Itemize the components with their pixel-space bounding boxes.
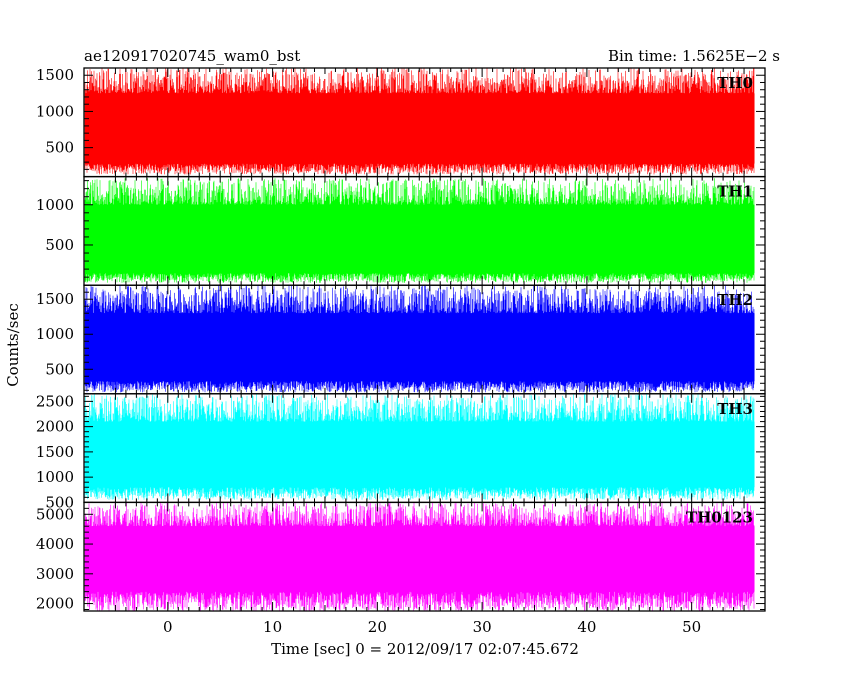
panel-th0: 500 1000 1500 TH0 (36, 66, 766, 178)
series-line-th0123 (84, 502, 755, 611)
y-tick-label: 500 (45, 360, 74, 378)
y-tick-label: 1000 (36, 468, 74, 486)
series-line-th3 (84, 393, 755, 500)
y-tick-label: 500 (45, 493, 74, 511)
y-tick-label: 500 (45, 139, 74, 157)
y-tick-label: 2500 (36, 392, 74, 410)
panel-th0123: 2000 3000 4000 5000 TH0123 (36, 501, 766, 613)
y-tick-label: 2000 (36, 418, 74, 436)
panel-label-th0: TH0 (717, 74, 753, 92)
series-line-th1 (84, 178, 755, 283)
y-tick-label: 1000 (36, 325, 74, 343)
y-tick-label: 1000 (36, 102, 74, 120)
x-tick-label: 0 (163, 618, 173, 636)
y-tick-label: 500 (45, 236, 74, 254)
y-tick-label: 3000 (36, 565, 74, 583)
x-tick-label: 10 (263, 618, 282, 636)
x-tick-label: 30 (473, 618, 492, 636)
chart-title-right: Bin time: 1.5625E−2 s (608, 47, 780, 65)
panel-th3: 500 1000 1500 2000 2500 TH3 (36, 392, 766, 511)
panel-label-th1: TH1 (717, 183, 753, 201)
x-axis: 0 10 20 30 40 50 (163, 618, 701, 636)
y-tick-label: 1500 (36, 290, 74, 308)
panel-th1: 500 1000 TH1 (36, 175, 766, 286)
y-tick-label: 5000 (36, 505, 74, 523)
panel-label-th2: TH2 (717, 291, 753, 309)
y-tick-label: 1000 (36, 196, 74, 214)
y-tick-label: 1500 (36, 443, 74, 461)
series-line-th0 (84, 68, 755, 175)
x-tick-label: 40 (577, 618, 596, 636)
y-axis-label: Counts/sec (4, 303, 22, 387)
panel-frame (83, 501, 766, 612)
x-tick-label: 20 (368, 618, 387, 636)
chart-title-left: ae120917020745_wam0_bst (84, 47, 300, 65)
x-axis-label: Time [sec] 0 = 2012/09/17 02:07:45.672 (271, 640, 579, 658)
y-tick-label: 2000 (36, 595, 74, 613)
series-line-th2 (84, 285, 755, 393)
panel-label-th3: TH3 (717, 400, 753, 418)
y-tick-label: 4000 (36, 535, 74, 553)
panel-th2: 500 1000 1500 TH2 (36, 284, 766, 395)
panel-label-th0123: TH0123 (686, 508, 753, 526)
x-tick-label: 50 (682, 618, 701, 636)
y-tick-label: 1500 (36, 66, 74, 84)
